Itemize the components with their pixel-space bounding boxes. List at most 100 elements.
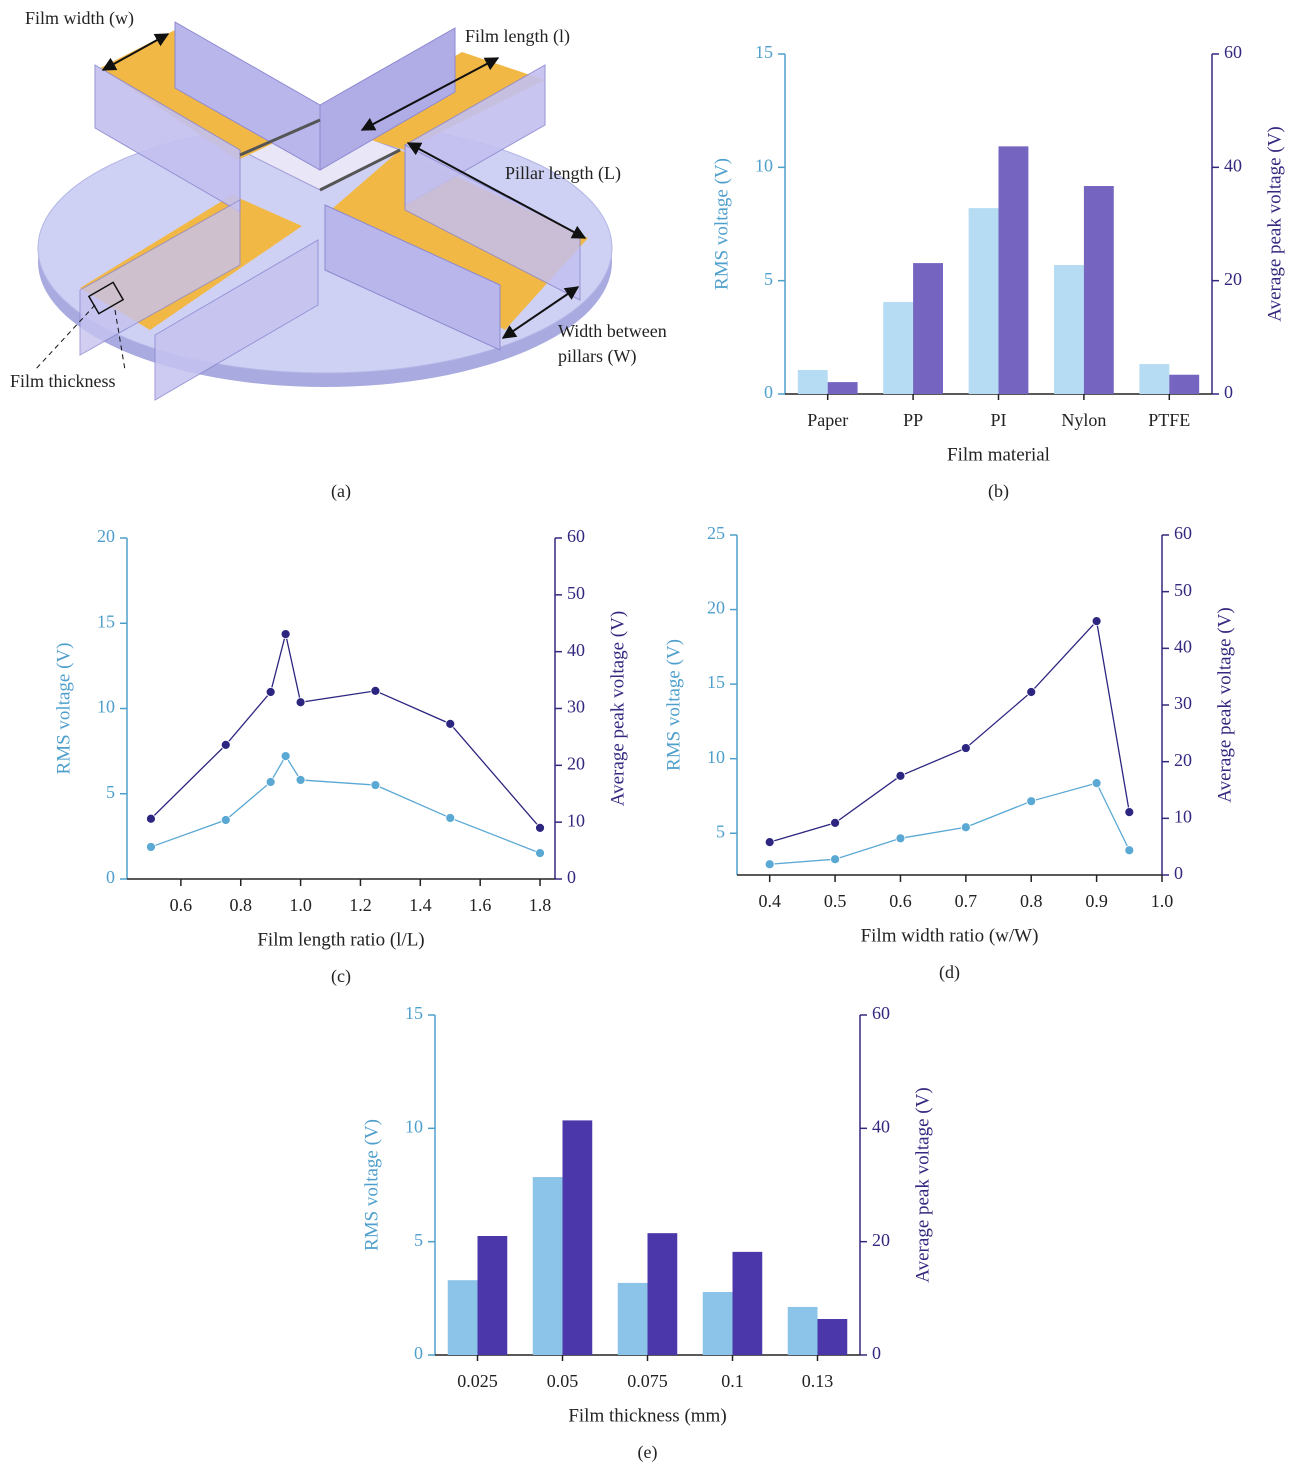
y2-tick-label: 50 xyxy=(567,583,585,603)
y2-tick-label: 40 xyxy=(872,1116,890,1136)
y-tick-label: 15 xyxy=(707,672,725,692)
point xyxy=(765,838,774,847)
x-tick-label: Nylon xyxy=(1061,410,1106,430)
y2-tick-label: 10 xyxy=(567,810,585,830)
point xyxy=(221,816,230,825)
bar xyxy=(618,1283,648,1355)
x-tick-label: 0.7 xyxy=(955,891,978,911)
point xyxy=(146,842,155,851)
point xyxy=(961,744,970,753)
point xyxy=(1027,687,1036,696)
point xyxy=(281,630,290,639)
point xyxy=(831,818,840,827)
x-tick-label: 1.0 xyxy=(1151,891,1174,911)
bar xyxy=(563,1120,593,1355)
caption: (a) xyxy=(331,481,351,502)
caption: (b) xyxy=(988,481,1009,502)
x-tick-label: 0.8 xyxy=(229,895,252,915)
label-film-width: Film width (w) xyxy=(25,8,134,29)
y2-tick-label: 0 xyxy=(872,1343,881,1363)
y2-tick-label: 20 xyxy=(1174,750,1192,770)
figure: Film width (w) Film length (l) Pillar le… xyxy=(0,0,1301,1465)
label-width-between: Width between xyxy=(558,321,667,341)
x-axis-label: Film length ratio (l/L) xyxy=(257,929,424,950)
bar xyxy=(448,1280,478,1355)
y2-tick-label: 10 xyxy=(1174,806,1192,826)
bar xyxy=(818,1319,848,1355)
point xyxy=(371,781,380,790)
x-tick-label: 0.1 xyxy=(721,1371,744,1391)
y2-tick-label: 40 xyxy=(567,640,585,660)
y2-tick-label: 30 xyxy=(1174,693,1192,713)
x-tick-label: 0.05 xyxy=(547,1371,579,1391)
point xyxy=(896,771,905,780)
x-tick-label: 0.8 xyxy=(1020,891,1043,911)
x-tick-label: 0.9 xyxy=(1085,891,1108,911)
label-film-length: Film length (l) xyxy=(465,26,570,47)
y2-axis-label: Average peak voltage (V) xyxy=(912,1087,933,1282)
x-tick-label: PI xyxy=(990,410,1006,430)
y2-axis-label: Average peak voltage (V) xyxy=(1214,607,1235,802)
caption: (d) xyxy=(939,962,960,983)
y-tick-label: 15 xyxy=(755,42,773,62)
x-tick-label: 0.075 xyxy=(627,1371,668,1391)
point xyxy=(221,740,230,749)
point xyxy=(536,823,545,832)
y2-tick-label: 20 xyxy=(1224,269,1242,289)
point xyxy=(296,775,305,784)
y-tick-label: 15 xyxy=(405,1003,423,1023)
x-axis-label: Film width ratio (w/W) xyxy=(861,925,1039,946)
y2-axis-label: Average peak voltage (V) xyxy=(607,611,628,806)
label-pillar-length: Pillar length (L) xyxy=(505,163,621,184)
point xyxy=(765,860,774,869)
y-axis-label: RMS voltage (V) xyxy=(53,643,74,775)
bar xyxy=(913,263,943,394)
label-width-between: pillars (W) xyxy=(558,346,636,367)
y2-tick-label: 0 xyxy=(1174,863,1183,883)
point xyxy=(536,849,545,858)
x-tick-label: 1.6 xyxy=(469,895,492,915)
point xyxy=(831,855,840,864)
x-tick-label: 1.4 xyxy=(409,895,432,915)
y-tick-label: 10 xyxy=(97,697,115,717)
y2-tick-label: 30 xyxy=(567,697,585,717)
y-tick-label: 25 xyxy=(707,523,725,543)
y-axis-label: RMS voltage (V) xyxy=(711,158,732,290)
bar xyxy=(478,1236,508,1355)
y-tick-label: 10 xyxy=(405,1116,423,1136)
point xyxy=(266,777,275,786)
y-tick-label: 0 xyxy=(106,867,115,887)
y-tick-label: 5 xyxy=(106,782,115,802)
y2-tick-label: 60 xyxy=(872,1003,890,1023)
page: Film width (w) Film length (l) Pillar le… xyxy=(0,0,1301,1465)
x-axis-label: Film material xyxy=(947,444,1050,465)
x-tick-label: 0.13 xyxy=(802,1371,834,1391)
point xyxy=(1125,846,1134,855)
point xyxy=(1125,808,1134,817)
y-tick-label: 5 xyxy=(716,821,725,841)
point xyxy=(961,823,970,832)
y-tick-label: 20 xyxy=(97,526,115,546)
y2-tick-label: 60 xyxy=(567,526,585,546)
bar xyxy=(648,1233,678,1355)
caption: (e) xyxy=(638,1442,658,1463)
series-line xyxy=(770,783,1130,864)
y2-tick-label: 60 xyxy=(1174,523,1192,543)
y-tick-label: 5 xyxy=(414,1230,423,1250)
x-tick-label: 0.025 xyxy=(457,1371,498,1391)
x-tick-label: 1.2 xyxy=(349,895,372,915)
y2-tick-label: 60 xyxy=(1224,42,1242,62)
y2-tick-label: 40 xyxy=(1174,636,1192,656)
point xyxy=(146,814,155,823)
x-tick-label: PTFE xyxy=(1148,410,1190,430)
series-line xyxy=(151,634,540,828)
point xyxy=(896,834,905,843)
point xyxy=(1092,617,1101,626)
x-tick-label: 0.4 xyxy=(758,891,781,911)
point xyxy=(446,719,455,728)
bar xyxy=(828,382,858,394)
y2-axis-label: Average peak voltage (V) xyxy=(1264,126,1285,321)
bar xyxy=(1054,265,1084,394)
y2-tick-label: 20 xyxy=(872,1230,890,1250)
y2-tick-label: 0 xyxy=(567,867,576,887)
